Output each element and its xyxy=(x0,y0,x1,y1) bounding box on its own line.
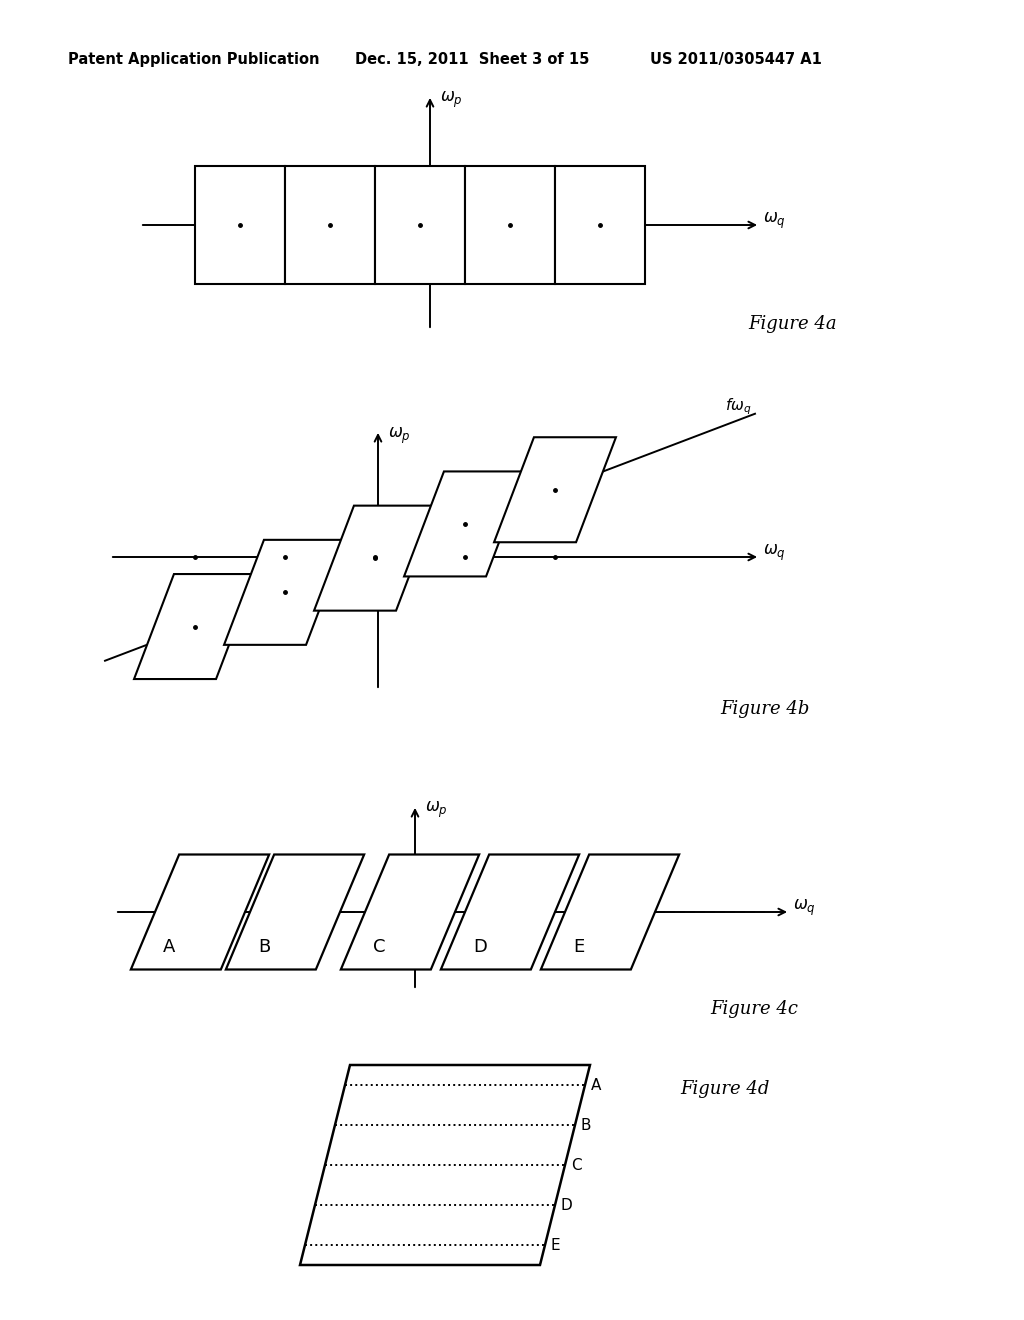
Text: Dec. 15, 2011  Sheet 3 of 15: Dec. 15, 2011 Sheet 3 of 15 xyxy=(355,51,590,67)
Polygon shape xyxy=(134,574,256,678)
Text: D: D xyxy=(473,937,486,956)
Text: $\omega_p$: $\omega_p$ xyxy=(425,800,447,820)
Text: US 2011/0305447 A1: US 2011/0305447 A1 xyxy=(650,51,822,67)
Polygon shape xyxy=(131,854,269,969)
Bar xyxy=(555,166,645,284)
Text: C: C xyxy=(571,1158,582,1172)
Text: D: D xyxy=(561,1197,572,1213)
Text: E: E xyxy=(573,937,585,956)
Bar xyxy=(195,166,285,284)
Text: B: B xyxy=(258,937,270,956)
Text: $f\omega_q$: $f\omega_q$ xyxy=(725,396,752,417)
Text: A: A xyxy=(163,937,175,956)
Polygon shape xyxy=(541,854,679,969)
Polygon shape xyxy=(224,540,346,645)
Text: $\omega_p$: $\omega_p$ xyxy=(388,426,411,446)
Polygon shape xyxy=(494,437,616,543)
Polygon shape xyxy=(226,854,365,969)
Text: $\omega_q$: $\omega_q$ xyxy=(763,543,785,564)
Polygon shape xyxy=(300,1065,590,1265)
Bar xyxy=(465,166,555,284)
Text: B: B xyxy=(581,1118,592,1133)
Polygon shape xyxy=(314,506,436,611)
Bar xyxy=(285,166,375,284)
Text: Figure 4a: Figure 4a xyxy=(748,315,837,333)
Text: $\omega_q$: $\omega_q$ xyxy=(793,898,816,919)
Text: C: C xyxy=(373,937,385,956)
Text: $\omega_p$: $\omega_p$ xyxy=(440,90,463,110)
Text: Patent Application Publication: Patent Application Publication xyxy=(68,51,319,67)
Polygon shape xyxy=(441,854,580,969)
Text: Figure 4d: Figure 4d xyxy=(680,1080,769,1098)
Bar xyxy=(375,166,465,284)
Text: Figure 4b: Figure 4b xyxy=(720,700,809,718)
Text: A: A xyxy=(591,1077,601,1093)
Polygon shape xyxy=(341,854,479,969)
Text: Figure 4c: Figure 4c xyxy=(710,1001,798,1018)
Polygon shape xyxy=(404,471,526,577)
Text: E: E xyxy=(551,1238,560,1253)
Text: $\omega_q$: $\omega_q$ xyxy=(763,211,785,231)
